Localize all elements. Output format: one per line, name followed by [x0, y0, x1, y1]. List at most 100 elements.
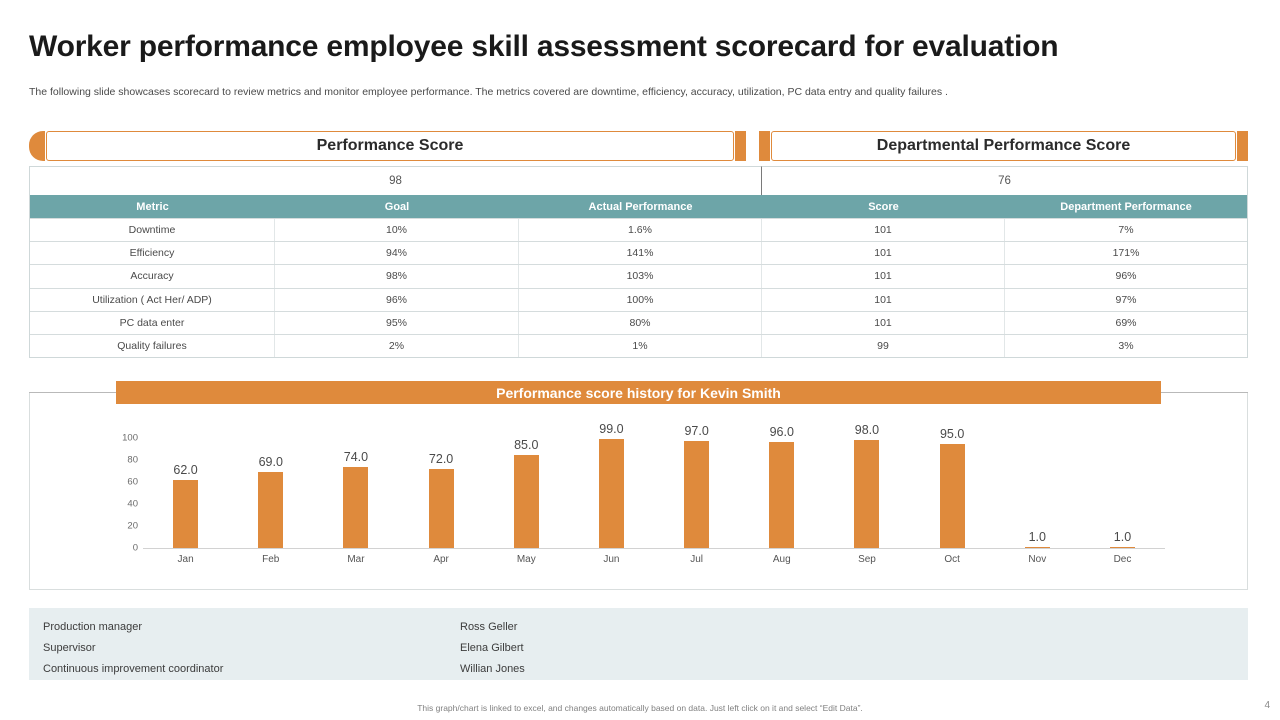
cell-actual-performance: 80%	[519, 311, 762, 334]
bar	[428, 468, 454, 548]
cell-department-performance: 171%	[1112, 247, 1140, 260]
table-row: Utilization ( Act Her/ ADP) 96% 100% 101…	[30, 287, 1247, 311]
bar-column: 95.0	[910, 427, 995, 548]
table-row: PC data enter 95% 80% 101 69%	[30, 310, 1247, 334]
chart-title-banner: Performance score history for Kevin Smit…	[29, 381, 1248, 404]
role-title: Supervisor	[43, 641, 96, 654]
bar-value-label: 85.0	[514, 437, 539, 452]
bar-column: 1.0	[1080, 438, 1165, 548]
x-axis-tick-label: Feb	[262, 554, 280, 565]
bar-value-label: 72.0	[428, 451, 454, 466]
cell-department-performance: 69%	[1115, 316, 1137, 329]
role-row: Supervisor Elena Gilbert	[43, 637, 1248, 658]
bar-value-label: 95.0	[939, 426, 965, 441]
roles-panel: Production manager Ross Geller Superviso…	[29, 608, 1248, 680]
role-row: Continuous improvement coordinator Willi…	[43, 658, 1248, 679]
cell-metric: PC data enter	[30, 311, 275, 334]
footnote: This graph/chart is linked to excel, and…	[417, 703, 863, 713]
bar-column: 99.0	[569, 422, 654, 548]
banner-divider	[746, 131, 759, 161]
cell-metric: Efficiency	[30, 242, 275, 265]
bar-value-label: 99.0	[599, 422, 624, 437]
table-row: Quality failures 2% 1% 99 3%	[30, 333, 1247, 358]
bar	[343, 466, 369, 548]
cell-score: 101	[762, 265, 1005, 288]
x-axis-labels: Jan Feb Mar Apr May Jun Jul Aug Sep Oct Nov Dec	[143, 554, 1165, 565]
cell-goal: 94%	[275, 242, 519, 265]
scorecard-table: 98 76 Metric Goal Actual Performance Sco…	[29, 166, 1248, 359]
bar-column: 62.0	[143, 438, 228, 548]
cell-actual-performance: 100%	[519, 288, 762, 311]
bar-series: 62.0 69.0 74.0 72.0 85.0 99.0 97.0 96.0 98.0 95.0…	[143, 422, 1165, 548]
bar	[513, 454, 539, 548]
bar-column: 74.0	[313, 438, 398, 548]
y-axis-tick: 60	[127, 476, 138, 488]
x-axis-tick-label: Aug	[772, 554, 791, 565]
column-header-goal: Goal	[384, 200, 410, 213]
bar	[854, 440, 880, 548]
table-body: Downtime 10% 1.6% 101 7% Efficiency 94% …	[30, 218, 1247, 358]
y-axis-tick: 100	[122, 432, 138, 444]
bar	[598, 439, 624, 548]
page-number: 4	[1264, 700, 1270, 711]
banner-row: Performance Score Departmental Performan…	[29, 131, 1248, 161]
bar	[1109, 546, 1135, 548]
role-title: Production manager	[43, 620, 143, 633]
x-axis-tick-label: Dec	[1113, 554, 1132, 565]
cell-metric: Utilization ( Act Her/ ADP)	[30, 288, 275, 311]
y-axis-tick: 20	[127, 520, 138, 532]
y-axis: 100 80 60 40 20 0	[110, 433, 138, 554]
column-header-metric: Metric	[136, 200, 169, 213]
performance-score-banner-label: Performance Score	[46, 131, 734, 161]
cell-actual-performance: 141%	[519, 242, 762, 265]
x-axis-tick-label: Nov	[1028, 554, 1047, 565]
cell-actual-performance: 1%	[519, 334, 762, 358]
performance-score-value: 98	[30, 166, 762, 195]
departmental-performance-score-banner-label: Departmental Performance Score	[771, 131, 1236, 161]
cell-goal: 96%	[275, 288, 519, 311]
cell-department-performance: 7%	[1118, 224, 1134, 237]
bar-value-label: 74.0	[343, 449, 369, 464]
cell-actual-performance: 103%	[519, 265, 762, 288]
cell-score: 101	[762, 311, 1005, 334]
cell-score: 101	[762, 242, 1005, 265]
bar-column: 97.0	[654, 424, 739, 548]
x-axis-tick-label: Apr	[433, 554, 449, 565]
cell-department-performance: 96%	[1115, 270, 1137, 283]
cell-department-performance: 97%	[1115, 293, 1137, 306]
y-axis-tick: 40	[127, 498, 138, 510]
bar-value-label: 98.0	[854, 423, 880, 438]
bar	[939, 443, 965, 548]
table-header-row: Metric Goal Actual Performance Score Dep…	[30, 195, 1247, 218]
column-header-score: Score	[868, 200, 899, 213]
score-summary-row: 98 76	[30, 166, 1247, 195]
bar	[258, 472, 284, 548]
page-title: Worker performance employee skill assess…	[29, 30, 1059, 63]
chart-card	[29, 392, 1248, 590]
bar	[1024, 546, 1050, 548]
column-header-actual-performance: Actual Performance	[588, 200, 693, 213]
x-axis-tick-label: Jan	[177, 554, 194, 565]
cell-goal: 98%	[275, 265, 519, 288]
chart-rule-left-icon	[29, 392, 116, 393]
bar	[173, 479, 199, 548]
bar-value-label: 1.0	[1113, 529, 1132, 544]
bar-value-label: 97.0	[684, 424, 709, 439]
performance-history-chart: 100 80 60 40 20 0 62.0 69.0 74.0 72.0 85.0 99.0 97.…	[110, 422, 1170, 568]
departmental-performance-score-value: 76	[762, 166, 1247, 195]
bar-column: 72.0	[399, 438, 484, 548]
bar-value-label: 96.0	[769, 425, 794, 440]
x-axis-tick-label: Jun	[603, 554, 620, 565]
cell-goal: 95%	[275, 311, 519, 334]
bar-column: 98.0	[824, 423, 909, 548]
bar-column: 96.0	[739, 425, 824, 548]
table-row: Downtime 10% 1.6% 101 7%	[30, 218, 1247, 242]
bar-column: 85.0	[484, 438, 569, 548]
x-axis-tick-label: May	[516, 554, 536, 565]
banner-left-cap-icon-2	[759, 131, 770, 161]
role-title: Continuous improvement coordinator	[43, 662, 224, 675]
banner-right-cap-icon	[735, 131, 746, 161]
cell-department-performance: 3%	[1118, 340, 1134, 353]
cell-score: 101	[762, 219, 1005, 242]
bar-value-label: 1.0	[1028, 529, 1046, 544]
